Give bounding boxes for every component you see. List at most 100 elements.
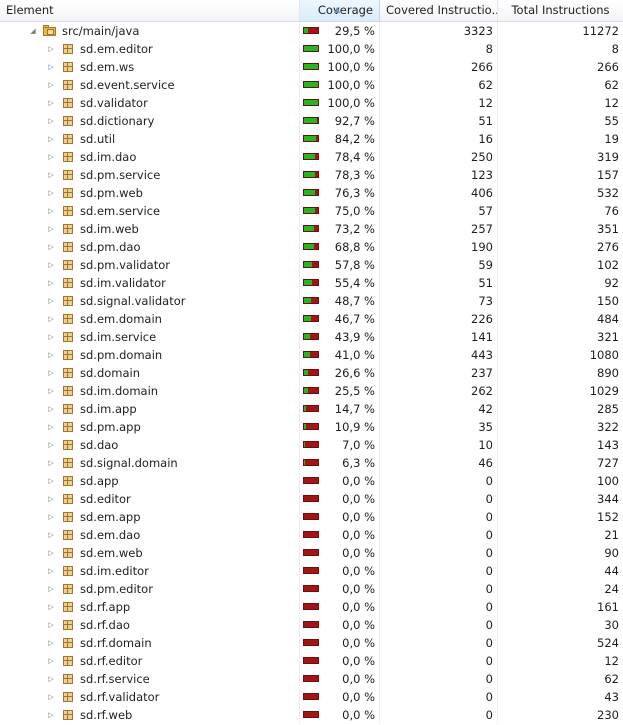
tree-expand-icon[interactable]: ▷ (48, 405, 54, 413)
element-cell: ▷ sd.im.service (0, 328, 300, 346)
table-row[interactable]: ▷ sd.rf.domain 0,0 % 0 524 (0, 634, 623, 652)
tree-expand-icon[interactable]: ▷ (48, 315, 54, 323)
tree-expand-icon[interactable]: ▷ (48, 207, 54, 215)
tree-expand-icon[interactable]: ▷ (48, 459, 54, 467)
tree-expand-icon[interactable]: ▷ (48, 621, 54, 629)
tree-expand-icon[interactable]: ▷ (48, 225, 54, 233)
table-row[interactable]: ▷ sd.em.service 75,0 % 57 76 (0, 202, 623, 220)
covered-instructions-cell: 190 (380, 238, 498, 256)
table-row[interactable]: ▷ sd.rf.editor 0,0 % 0 12 (0, 652, 623, 670)
tree-expand-icon[interactable]: ▷ (48, 441, 54, 449)
tree-expand-icon[interactable]: ▷ (48, 369, 54, 377)
table-row[interactable]: ▷ sd.event.service 100,0 % 62 62 (0, 76, 623, 94)
element-cell: ▷ sd.em.editor (0, 40, 300, 58)
tree-expand-icon[interactable]: ▷ (48, 333, 54, 341)
tree-expand-icon[interactable]: ▷ (48, 45, 54, 53)
covered-instructions-cell: 0 (380, 652, 498, 670)
tree-expand-icon[interactable]: ▷ (48, 99, 54, 107)
tree-expand-icon[interactable]: ▷ (48, 531, 54, 539)
package-icon (63, 602, 73, 612)
tree-expand-icon[interactable]: ▷ (48, 243, 54, 251)
tree-expand-icon[interactable]: ▷ (48, 693, 54, 701)
tree-expand-icon[interactable]: ▷ (48, 387, 54, 395)
tree-expand-icon[interactable]: ▷ (48, 567, 54, 575)
tree-expand-icon[interactable]: ▷ (48, 423, 54, 431)
coverage-cell: 100,0 % (300, 76, 380, 94)
tree-expand-icon[interactable]: ▷ (48, 603, 54, 611)
table-row[interactable]: ▷ sd.im.dao 78,4 % 250 319 (0, 148, 623, 166)
table-row[interactable]: ▷ sd.im.web 73,2 % 257 351 (0, 220, 623, 238)
tree-expand-icon[interactable]: ▷ (48, 189, 54, 197)
tree-expand-icon[interactable]: ▷ (48, 549, 54, 557)
tree-expand-icon[interactable]: ▷ (48, 513, 54, 521)
table-row[interactable]: ▷ sd.im.validator 55,4 % 51 92 (0, 274, 623, 292)
column-header-total-instructions[interactable]: Total Instructions (511, 3, 610, 17)
tree-expand-icon[interactable]: ▷ (48, 81, 54, 89)
table-row[interactable]: ▷ sd.im.editor 0,0 % 0 44 (0, 562, 623, 580)
table-row[interactable]: ▷ sd.dao 7,0 % 10 143 (0, 436, 623, 454)
table-row[interactable]: ▷ sd.em.domain 46,7 % 226 484 (0, 310, 623, 328)
package-icon (63, 80, 73, 90)
tree-expand-icon[interactable]: ▷ (48, 495, 54, 503)
table-row[interactable]: ▷ sd.em.app 0,0 % 0 152 (0, 508, 623, 526)
table-row[interactable]: ▷ sd.im.domain 25,5 % 262 1029 (0, 382, 623, 400)
table-row[interactable]: ▷ sd.domain 26,6 % 237 890 (0, 364, 623, 382)
coverage-cell: 100,0 % (300, 94, 380, 112)
element-cell: ▷ sd.editor (0, 490, 300, 508)
total-instructions-cell: 285 (597, 402, 619, 416)
tree-expand-icon[interactable]: ▷ (48, 657, 54, 665)
table-row[interactable]: ▷ sd.validator 100,0 % 12 12 (0, 94, 623, 112)
table-row[interactable]: ▷ sd.pm.app 10,9 % 35 322 (0, 418, 623, 436)
table-row[interactable]: ▷ sd.signal.validator 48,7 % 73 150 (0, 292, 623, 310)
column-header-coverage[interactable]: ▲ Coverage (300, 0, 380, 21)
total-instructions-cell: 727 (597, 456, 619, 470)
tree-expand-icon[interactable]: ▷ (48, 477, 54, 485)
tree-expand-icon[interactable]: ▷ (48, 351, 54, 359)
table-row[interactable]: ▷ sd.pm.web 76,3 % 406 532 (0, 184, 623, 202)
table-row[interactable]: ▷ sd.rf.service 0,0 % 0 62 (0, 670, 623, 688)
table-row[interactable]: ▷ sd.util 84,2 % 16 19 (0, 130, 623, 148)
tree-expand-icon[interactable]: ▷ (48, 639, 54, 647)
package-icon (63, 584, 73, 594)
tree-expand-icon[interactable]: ▷ (48, 297, 54, 305)
coverage-value: 100,0 % (327, 60, 375, 74)
tree-expand-icon[interactable]: ▷ (48, 171, 54, 179)
table-row[interactable]: ▷ sd.em.ws 100,0 % 266 266 (0, 58, 623, 76)
table-row[interactable]: ▷ sd.rf.validator 0,0 % 0 43 (0, 688, 623, 706)
table-row[interactable]: ▷ sd.im.app 14,7 % 42 285 (0, 400, 623, 418)
tree-expand-icon[interactable]: ▷ (48, 675, 54, 683)
coverage-value: 0,0 % (342, 510, 375, 524)
table-row[interactable]: ▷ sd.dictionary 92,7 % 51 55 (0, 112, 623, 130)
table-row[interactable]: ▷ sd.rf.app 0,0 % 0 161 (0, 598, 623, 616)
tree-expand-icon[interactable]: ▷ (48, 153, 54, 161)
table-row[interactable]: ▷ sd.rf.dao 0,0 % 0 30 (0, 616, 623, 634)
tree-expand-icon[interactable]: ▷ (48, 135, 54, 143)
table-row[interactable]: ▷ sd.em.web 0,0 % 0 90 (0, 544, 623, 562)
table-row[interactable]: ▷ sd.pm.validator 57,8 % 59 102 (0, 256, 623, 274)
tree-expand-icon[interactable]: ▷ (48, 261, 54, 269)
table-row[interactable]: ▷ sd.pm.service 78,3 % 123 157 (0, 166, 623, 184)
table-row[interactable]: ▷ sd.im.service 43,9 % 141 321 (0, 328, 623, 346)
table-row[interactable]: ▷ sd.app 0,0 % 0 100 (0, 472, 623, 490)
element-label: sd.rf.web (80, 708, 133, 722)
table-row[interactable]: ▷ sd.em.editor 100,0 % 8 8 (0, 40, 623, 58)
tree-expand-icon[interactable]: ▷ (48, 711, 54, 719)
table-row[interactable]: ▷ sd.editor 0,0 % 0 344 (0, 490, 623, 508)
tree-expand-icon[interactable]: ▷ (48, 63, 54, 71)
element-label: sd.pm.domain (80, 348, 163, 362)
table-row[interactable]: ▷ sd.em.dao 0,0 % 0 21 (0, 526, 623, 544)
tree-expand-icon[interactable]: ▷ (48, 585, 54, 593)
table-row-root[interactable]: ◢ src/main/java 29,5 % 3323 11272 (0, 22, 623, 40)
column-header-covered-instructions[interactable]: Covered Instructio... (380, 0, 498, 21)
table-row[interactable]: ▷ sd.pm.dao 68,8 % 190 276 (0, 238, 623, 256)
tree-collapse-icon[interactable]: ◢ (30, 27, 36, 35)
coverage-cell: 7,0 % (300, 436, 380, 454)
table-row[interactable]: ▷ sd.pm.editor 0,0 % 0 24 (0, 580, 623, 598)
table-row[interactable]: ▷ sd.signal.domain 6,3 % 46 727 (0, 454, 623, 472)
tree-expand-icon[interactable]: ▷ (48, 117, 54, 125)
column-header-element[interactable]: Element (0, 0, 300, 21)
coverage-bar (303, 603, 319, 610)
table-row[interactable]: ▷ sd.rf.web 0,0 % 0 230 (0, 706, 623, 724)
table-row[interactable]: ▷ sd.pm.domain 41,0 % 443 1080 (0, 346, 623, 364)
tree-expand-icon[interactable]: ▷ (48, 279, 54, 287)
